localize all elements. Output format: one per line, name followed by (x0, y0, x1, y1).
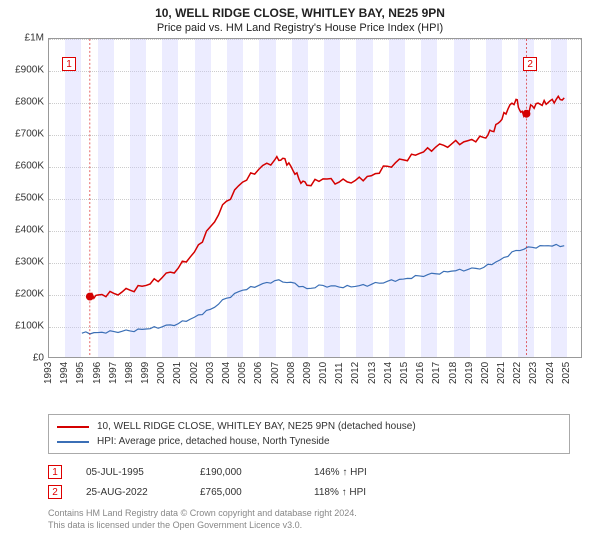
transaction-price: £190,000 (200, 467, 290, 478)
x-axis-label: 2012 (350, 362, 361, 392)
plot-area (48, 38, 582, 358)
x-axis-label: 2007 (270, 362, 281, 392)
y-axis-label: £300K (2, 257, 44, 268)
below-chart: 10, WELL RIDGE CLOSE, WHITLEY BAY, NE25 … (0, 408, 600, 531)
y-axis-label: £400K (2, 225, 44, 236)
transaction-date: 05-JUL-1995 (86, 467, 176, 478)
y-axis-label: £600K (2, 161, 44, 172)
x-axis-label: 2000 (156, 362, 167, 392)
footer-line-1: Contains HM Land Registry data © Crown c… (48, 508, 570, 520)
y-axis-label: £1M (2, 33, 44, 44)
chart-svg (49, 39, 581, 357)
x-axis-label: 2009 (302, 362, 313, 392)
x-axis-label: 2011 (334, 362, 345, 392)
y-axis-label: £700K (2, 129, 44, 140)
transaction-row: 1 05-JUL-1995 £190,000 146% ↑ HPI (48, 462, 570, 482)
x-axis-label: 2018 (448, 362, 459, 392)
y-axis-label: £200K (2, 289, 44, 300)
x-axis-label: 2001 (172, 362, 183, 392)
x-axis-label: 2013 (367, 362, 378, 392)
footer-line-2: This data is licensed under the Open Gov… (48, 520, 570, 532)
legend-swatch (57, 441, 89, 443)
x-axis-label: 1999 (140, 362, 151, 392)
chart-area: £0 £100K £200K £300K £400K £500K £600K £700K £80… (0, 38, 600, 408)
x-axis-label: 2021 (496, 362, 507, 392)
x-axis-label: 2004 (221, 362, 232, 392)
transaction-number: 1 (48, 465, 62, 479)
legend-row: HPI: Average price, detached house, Nort… (57, 434, 561, 449)
y-axis-label: £500K (2, 193, 44, 204)
x-axis-label: 2017 (431, 362, 442, 392)
legend-swatch (57, 426, 89, 428)
legend-row: 10, WELL RIDGE CLOSE, WHITLEY BAY, NE25 … (57, 419, 561, 434)
x-axis-label: 2025 (561, 362, 572, 392)
transaction-price: £765,000 (200, 487, 290, 498)
x-axis-label: 1997 (108, 362, 119, 392)
x-axis-label: 2019 (464, 362, 475, 392)
transaction-marker-box: 2 (523, 57, 537, 71)
transaction-row: 2 25-AUG-2022 £765,000 118% ↑ HPI (48, 482, 570, 502)
x-axis-label: 2005 (237, 362, 248, 392)
y-axis-label: £900K (2, 65, 44, 76)
y-axis-label: £100K (2, 321, 44, 332)
x-axis-label: 1998 (124, 362, 135, 392)
x-axis-label: 2024 (545, 362, 556, 392)
chart-title: 10, WELL RIDGE CLOSE, WHITLEY BAY, NE25 … (0, 0, 600, 20)
x-axis-label: 2003 (205, 362, 216, 392)
x-axis-label: 2015 (399, 362, 410, 392)
x-axis-label: 2020 (480, 362, 491, 392)
x-axis-label: 1994 (59, 362, 70, 392)
x-axis-label: 2008 (286, 362, 297, 392)
transaction-pct: 118% ↑ HPI (314, 487, 404, 498)
x-axis-label: 2014 (383, 362, 394, 392)
transaction-table: 1 05-JUL-1995 £190,000 146% ↑ HPI 2 25-AUG-20… (48, 462, 570, 502)
y-axis-label: £800K (2, 97, 44, 108)
x-axis-label: 1995 (75, 362, 86, 392)
x-axis-label: 1993 (43, 362, 54, 392)
x-axis-label: 2006 (253, 362, 264, 392)
x-axis-label: 2016 (415, 362, 426, 392)
transaction-pct: 146% ↑ HPI (314, 467, 404, 478)
footer-text: Contains HM Land Registry data © Crown c… (48, 508, 570, 531)
x-axis-label: 2002 (189, 362, 200, 392)
x-axis-label: 2023 (528, 362, 539, 392)
legend-box: 10, WELL RIDGE CLOSE, WHITLEY BAY, NE25 … (48, 414, 570, 454)
transaction-date: 25-AUG-2022 (86, 487, 176, 498)
series-hpi (82, 244, 564, 334)
chart-container: 10, WELL RIDGE CLOSE, WHITLEY BAY, NE25 … (0, 0, 600, 560)
y-axis-label: £0 (2, 353, 44, 364)
series-property (90, 96, 564, 298)
chart-subtitle: Price paid vs. HM Land Registry's House … (0, 20, 600, 38)
x-axis-label: 2022 (512, 362, 523, 392)
legend-label: 10, WELL RIDGE CLOSE, WHITLEY BAY, NE25 … (97, 419, 416, 434)
legend-label: HPI: Average price, detached house, Nort… (97, 434, 330, 449)
transaction-number: 2 (48, 485, 62, 499)
x-axis-label: 1996 (92, 362, 103, 392)
transaction-marker-box: 1 (62, 57, 76, 71)
x-axis-label: 2010 (318, 362, 329, 392)
